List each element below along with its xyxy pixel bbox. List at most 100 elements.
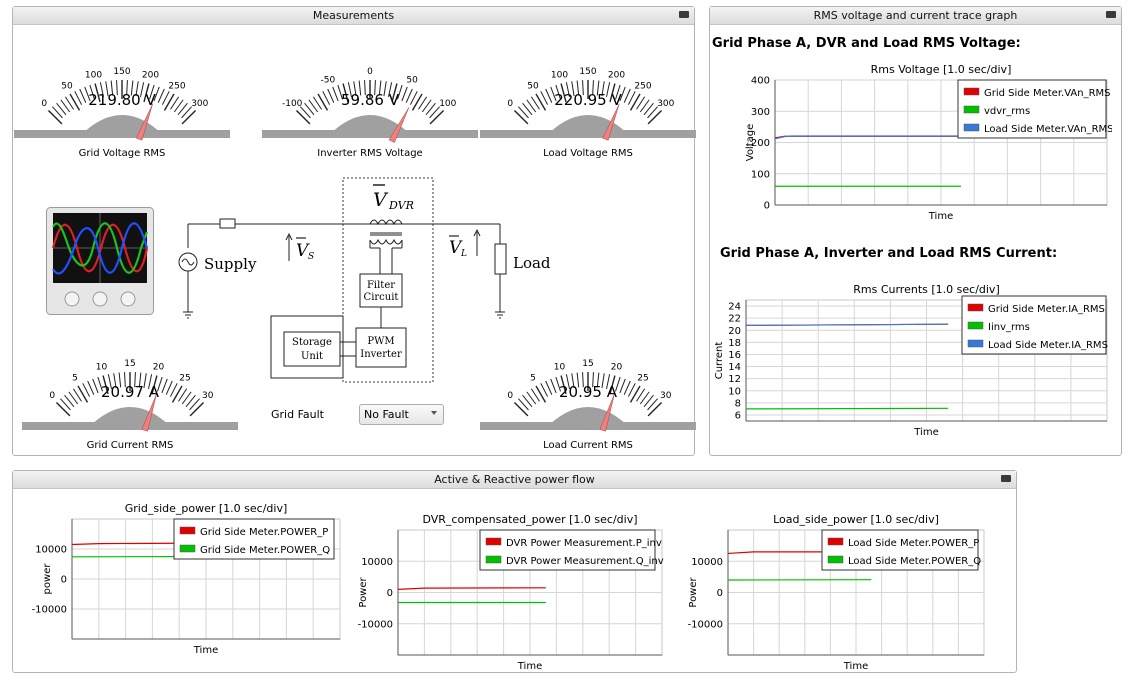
- gauge-tick: [619, 378, 626, 394]
- gauge-tick: [157, 88, 165, 103]
- gauge-tick: [571, 373, 575, 389]
- gauge-tick: [627, 383, 636, 397]
- gauge-tick: [332, 86, 339, 102]
- gauge-label: Grid Voltage RMS: [79, 148, 166, 159]
- ground-icon-left: [183, 311, 193, 319]
- gauge-tick: [77, 385, 89, 403]
- gauge-tick: [327, 88, 335, 103]
- gauge-tick-label: 0: [507, 99, 513, 109]
- gauge-tick: [82, 383, 91, 397]
- gauge-tick: [643, 394, 654, 408]
- gauge-tick: [134, 372, 136, 388]
- rms-voltage-chart: Rms Voltage [1.0 sec/div] 0 100 200 300 400 Ti…: [745, 63, 1112, 222]
- gauge-tick: [92, 378, 99, 394]
- gauge-tick: [378, 80, 382, 96]
- gauge-tick: [55, 401, 71, 417]
- gauge-tick: [337, 84, 343, 100]
- pwm-label-1: PWM: [367, 336, 394, 347]
- gauge-tick: [565, 82, 570, 98]
- gauge-tick: [308, 99, 319, 113]
- gauge-inverter-voltage: -100 -50 0 50 100 59.86 V Inverter RMS Voltage: [262, 67, 478, 159]
- gauge-needle: [141, 394, 157, 432]
- gauge-tick: [124, 372, 126, 388]
- gauge-tick: [304, 102, 315, 116]
- y-tick-label: 0: [717, 588, 723, 599]
- minimize-icon[interactable]: [1106, 11, 1116, 18]
- gauge-tick: [629, 93, 641, 111]
- load-label: Load: [513, 254, 551, 272]
- gauge-tick: [609, 375, 616, 395]
- gauge-tick-label: 30: [202, 391, 214, 401]
- x-axis-label: Time: [928, 211, 953, 222]
- gauge-tick: [68, 391, 79, 405]
- y-tick-label: 6: [735, 410, 741, 421]
- y-axis-label: Voltage: [745, 124, 756, 162]
- gauge-tick: [582, 80, 584, 96]
- gauge-tick-label: 0: [49, 391, 55, 401]
- gauge-tick: [64, 96, 74, 110]
- gauge-readout: 59.86 V: [341, 91, 400, 109]
- gauge-tick: [153, 86, 160, 102]
- gauge-tick: [411, 93, 423, 111]
- x-axis-label: Time: [913, 427, 938, 438]
- gauge-tick-label: 50: [527, 82, 539, 92]
- oscilloscope-icon: [46, 207, 154, 315]
- gauge-tick: [143, 83, 150, 103]
- gauge-tick: [629, 385, 641, 403]
- gauge-tick: [545, 88, 553, 103]
- gauge-tick: [94, 83, 101, 103]
- gauge-tick-label: 15: [124, 359, 135, 369]
- load-resistor-icon: [494, 243, 507, 275]
- gauge-tick: [647, 109, 663, 125]
- legend-entry: Load Side Meter.POWER_Q: [848, 556, 981, 567]
- gauge-tick-label: 250: [168, 82, 185, 92]
- y-tick-label: 12: [728, 374, 741, 385]
- gauge-needle: [602, 103, 620, 141]
- gauge-tick-label: 25: [637, 374, 648, 384]
- gauge-tick: [126, 80, 128, 96]
- dvr-boundary: [342, 177, 434, 383]
- legend-swatch: [963, 87, 980, 96]
- gauge-tick: [163, 93, 175, 111]
- gauge-tick: [143, 373, 147, 389]
- measurements-header: Measurements: [13, 7, 694, 25]
- gauge-tick: [530, 388, 540, 402]
- gauge-tick: [99, 82, 104, 98]
- gauge-tick: [189, 401, 205, 417]
- gauge-tick-label: 10: [96, 363, 108, 373]
- gauge-label: Grid Current RMS: [87, 440, 174, 451]
- gauge-tick-label: 100: [85, 71, 102, 81]
- legend-swatch: [485, 537, 502, 546]
- gauge-tick-label: 250: [634, 82, 651, 92]
- ground-icon-right: [495, 311, 505, 319]
- y-tick-label: 0: [764, 201, 770, 212]
- vs-label: V: [296, 241, 310, 261]
- supply-label: Supply: [204, 255, 257, 273]
- gauge-tick: [171, 385, 183, 403]
- gauge-tick: [582, 372, 584, 388]
- gauge-tick: [535, 385, 547, 403]
- gauge-tick: [592, 372, 594, 388]
- gauge-tick: [135, 81, 139, 97]
- gauge-tick: [181, 106, 192, 119]
- grid-fault-dropdown[interactable]: No Fault: [359, 404, 444, 425]
- gauge-tick: [429, 106, 440, 119]
- chevron-down-icon: [431, 411, 437, 415]
- gauge-tick: [138, 372, 142, 388]
- minimize-icon[interactable]: [1001, 475, 1011, 482]
- gauge-readout: 219.80 V: [88, 91, 156, 109]
- minimize-icon[interactable]: [679, 11, 689, 18]
- vl-subscript: L: [460, 249, 467, 259]
- gauge-tick: [513, 109, 529, 125]
- legend-swatch: [179, 526, 196, 535]
- chart-title: Load_side_power [1.0 sec/div]: [773, 513, 939, 526]
- y-tick-label: 10: [728, 386, 741, 397]
- legend-box: [173, 518, 335, 560]
- gauge-tick: [550, 86, 557, 102]
- gauge-tick: [60, 99, 71, 113]
- y-tick-label: 8: [735, 398, 741, 409]
- gauge-tick: [322, 91, 331, 105]
- gauge-tick: [60, 398, 71, 411]
- gauge-tick-label: 5: [530, 374, 536, 384]
- gauge-tick-label: 100: [439, 99, 456, 109]
